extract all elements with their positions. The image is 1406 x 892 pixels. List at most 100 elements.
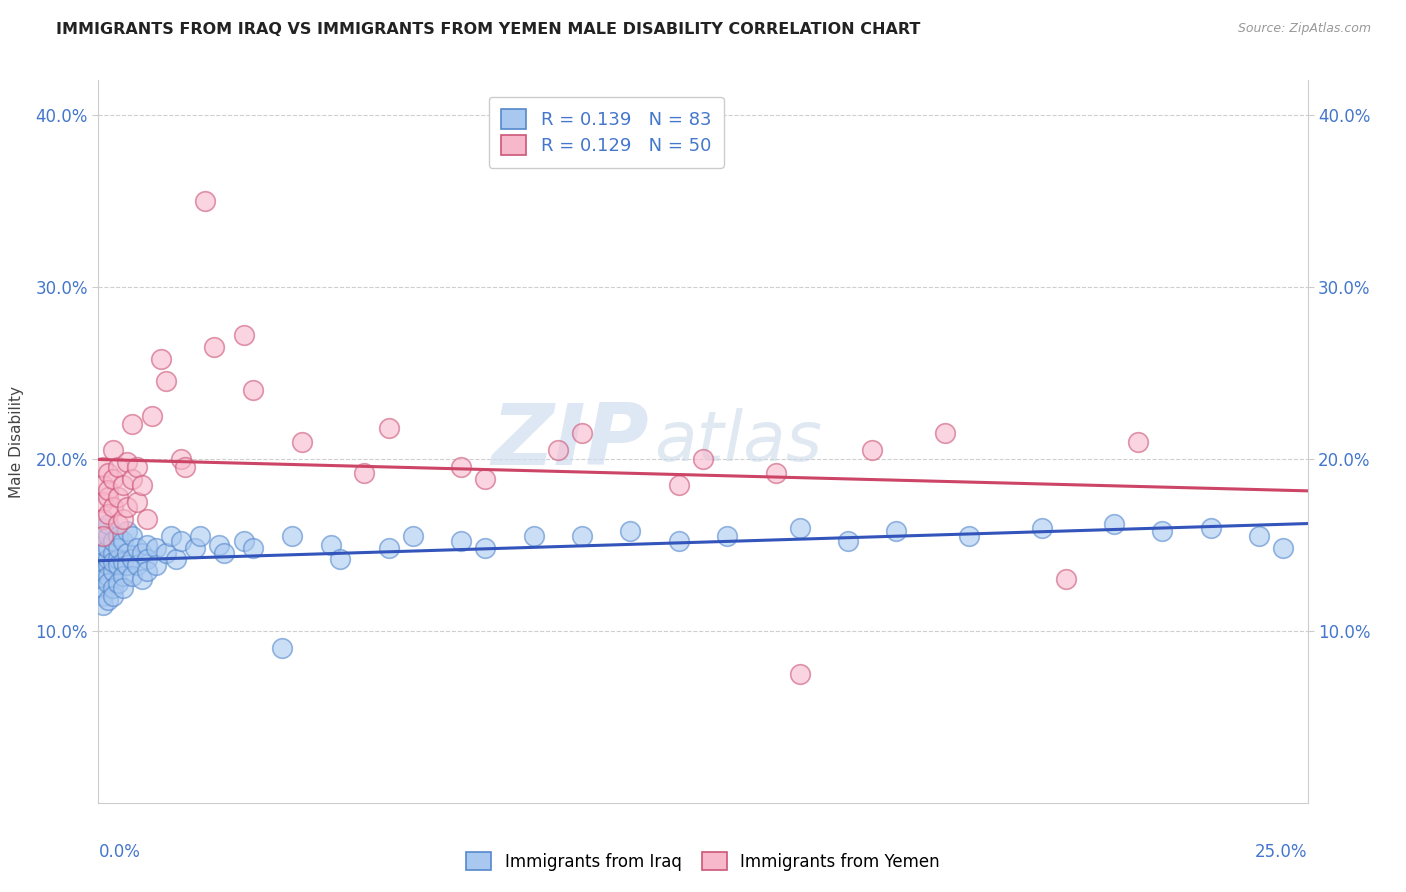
Point (111, 534, 134, 549)
Point (127, 541, 149, 556)
Point (290, 434, 312, 449)
Point (145, 541, 167, 556)
Legend: Immigrants from Iraq, Immigrants from Yemen: Immigrants from Iraq, Immigrants from Ye… (458, 844, 948, 880)
Point (97, 551, 120, 566)
Point (232, 327, 254, 342)
Point (547, 443, 569, 458)
Point (1054, 572, 1077, 586)
Point (135, 538, 157, 552)
Point (97, 517, 120, 532)
Point (135, 512, 157, 526)
Point (281, 529, 304, 543)
Point (402, 529, 425, 543)
Point (169, 534, 191, 549)
Point (97, 490, 120, 504)
Point (111, 477, 134, 491)
Point (97, 592, 120, 607)
Point (184, 541, 207, 556)
Point (91, 512, 114, 526)
Point (91, 529, 114, 543)
Point (150, 351, 173, 366)
Point (131, 477, 153, 491)
Point (377, 541, 399, 556)
Point (329, 551, 352, 566)
Point (194, 194, 217, 208)
Point (117, 455, 139, 469)
Point (165, 551, 187, 566)
Point (450, 534, 472, 549)
Point (97, 483, 120, 497)
Point (1102, 517, 1125, 532)
Point (107, 541, 129, 556)
Point (91, 477, 114, 491)
Point (353, 466, 375, 480)
Point (135, 564, 157, 578)
Text: 25.0%: 25.0% (1256, 843, 1308, 861)
Point (1249, 529, 1271, 543)
Point (668, 477, 690, 491)
Point (174, 460, 197, 475)
Point (121, 417, 143, 432)
Point (117, 546, 139, 560)
Point (107, 551, 129, 566)
Point (97, 568, 120, 582)
Point (91, 520, 114, 534)
Point (111, 512, 134, 526)
Text: 0.0%: 0.0% (98, 843, 141, 861)
Point (474, 541, 496, 556)
Point (91, 494, 114, 508)
Text: Source: ZipAtlas.com: Source: ZipAtlas.com (1237, 22, 1371, 36)
Text: IMMIGRANTS FROM IRAQ VS IMMIGRANTS FROM YEMEN MALE DISABILITY CORRELATION CHART: IMMIGRANTS FROM IRAQ VS IMMIGRANTS FROM … (56, 22, 921, 37)
Point (169, 451, 191, 466)
Point (91, 564, 114, 578)
Point (91, 590, 114, 604)
Point (107, 529, 129, 543)
Text: atlas: atlas (655, 408, 823, 475)
Point (692, 451, 714, 466)
Point (141, 409, 163, 423)
Point (271, 640, 294, 655)
Point (91, 529, 114, 543)
Point (121, 472, 143, 486)
Point (117, 558, 139, 573)
Point (101, 546, 124, 560)
Point (97, 507, 120, 521)
Point (121, 568, 143, 582)
Legend: R = 0.139   N = 83, R = 0.129   N = 50: R = 0.139 N = 83, R = 0.129 N = 50 (488, 96, 724, 168)
Point (145, 558, 167, 573)
Point (208, 538, 231, 552)
Point (131, 572, 153, 586)
Point (765, 466, 787, 480)
Point (117, 500, 139, 514)
Point (789, 520, 811, 534)
Point (160, 529, 183, 543)
Point (212, 546, 235, 560)
Point (127, 494, 149, 508)
Point (101, 472, 124, 486)
Point (1152, 524, 1174, 538)
Point (957, 529, 980, 543)
Point (117, 524, 139, 538)
Point (97, 575, 120, 590)
Point (101, 564, 124, 578)
Point (204, 340, 226, 354)
Point (101, 534, 124, 549)
Point (97, 558, 120, 573)
Point (232, 534, 254, 549)
Point (127, 460, 149, 475)
Point (474, 472, 496, 486)
Point (1199, 520, 1222, 534)
Point (1272, 541, 1295, 556)
Point (571, 529, 593, 543)
Text: ZIP: ZIP (491, 400, 648, 483)
Point (377, 421, 399, 435)
Point (121, 551, 143, 566)
Point (91, 555, 114, 569)
Point (107, 490, 129, 504)
Point (101, 500, 124, 514)
Point (571, 425, 593, 440)
Point (135, 551, 157, 566)
Point (934, 425, 956, 440)
Point (450, 460, 472, 475)
Point (242, 541, 264, 556)
